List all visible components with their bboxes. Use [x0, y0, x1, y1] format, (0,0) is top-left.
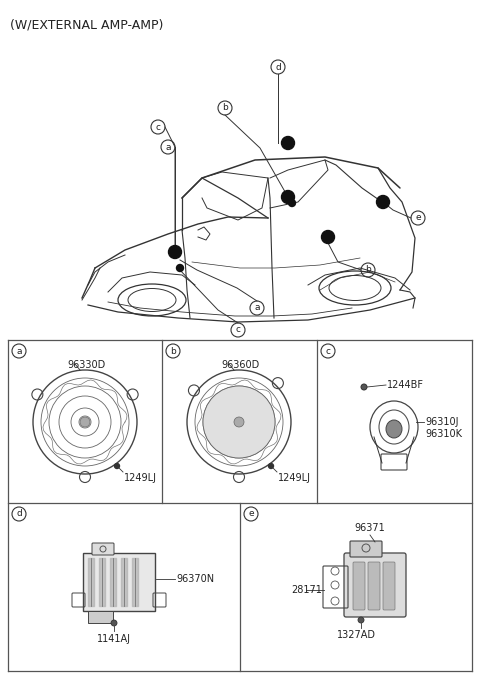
Text: c: c	[325, 347, 331, 355]
Text: a: a	[254, 304, 260, 312]
Text: 96310K: 96310K	[425, 429, 462, 439]
Circle shape	[168, 246, 181, 258]
FancyBboxPatch shape	[383, 562, 395, 610]
Text: 96371: 96371	[355, 523, 385, 533]
Text: 96330D: 96330D	[67, 360, 105, 370]
Text: c: c	[236, 326, 240, 334]
Text: e: e	[248, 509, 254, 518]
FancyBboxPatch shape	[88, 611, 113, 623]
Text: d: d	[16, 509, 22, 518]
FancyBboxPatch shape	[368, 562, 380, 610]
Circle shape	[281, 137, 295, 149]
Circle shape	[322, 230, 335, 244]
FancyBboxPatch shape	[92, 543, 114, 555]
Circle shape	[268, 464, 274, 468]
Text: 1244BF: 1244BF	[387, 380, 424, 390]
FancyBboxPatch shape	[353, 562, 365, 610]
Text: d: d	[275, 63, 281, 71]
Text: 96370N: 96370N	[176, 574, 214, 584]
Text: b: b	[365, 266, 371, 275]
Text: 1249LJ: 1249LJ	[278, 473, 311, 483]
Ellipse shape	[386, 420, 402, 438]
Circle shape	[376, 195, 389, 209]
Circle shape	[234, 417, 244, 427]
Circle shape	[361, 384, 367, 390]
Text: 28171: 28171	[291, 585, 322, 595]
Text: 1249LJ: 1249LJ	[124, 473, 157, 483]
Text: (W/EXTERNAL AMP-AMP): (W/EXTERNAL AMP-AMP)	[10, 18, 163, 31]
Circle shape	[358, 617, 364, 623]
Circle shape	[281, 190, 295, 203]
FancyBboxPatch shape	[344, 553, 406, 617]
Circle shape	[111, 620, 117, 626]
Circle shape	[115, 464, 120, 468]
Text: 96310J: 96310J	[425, 417, 458, 427]
Text: a: a	[165, 143, 171, 151]
Text: 1327AD: 1327AD	[336, 630, 375, 640]
Text: e: e	[415, 213, 421, 223]
Text: a: a	[16, 347, 22, 355]
Text: 96360D: 96360D	[221, 360, 259, 370]
Text: b: b	[170, 347, 176, 355]
Circle shape	[288, 199, 296, 207]
FancyBboxPatch shape	[350, 541, 382, 557]
FancyBboxPatch shape	[83, 553, 155, 611]
Circle shape	[80, 417, 90, 427]
Circle shape	[177, 264, 183, 271]
Text: c: c	[156, 122, 160, 131]
Circle shape	[203, 386, 275, 458]
Text: 1141AJ: 1141AJ	[97, 634, 131, 644]
Text: b: b	[222, 104, 228, 112]
